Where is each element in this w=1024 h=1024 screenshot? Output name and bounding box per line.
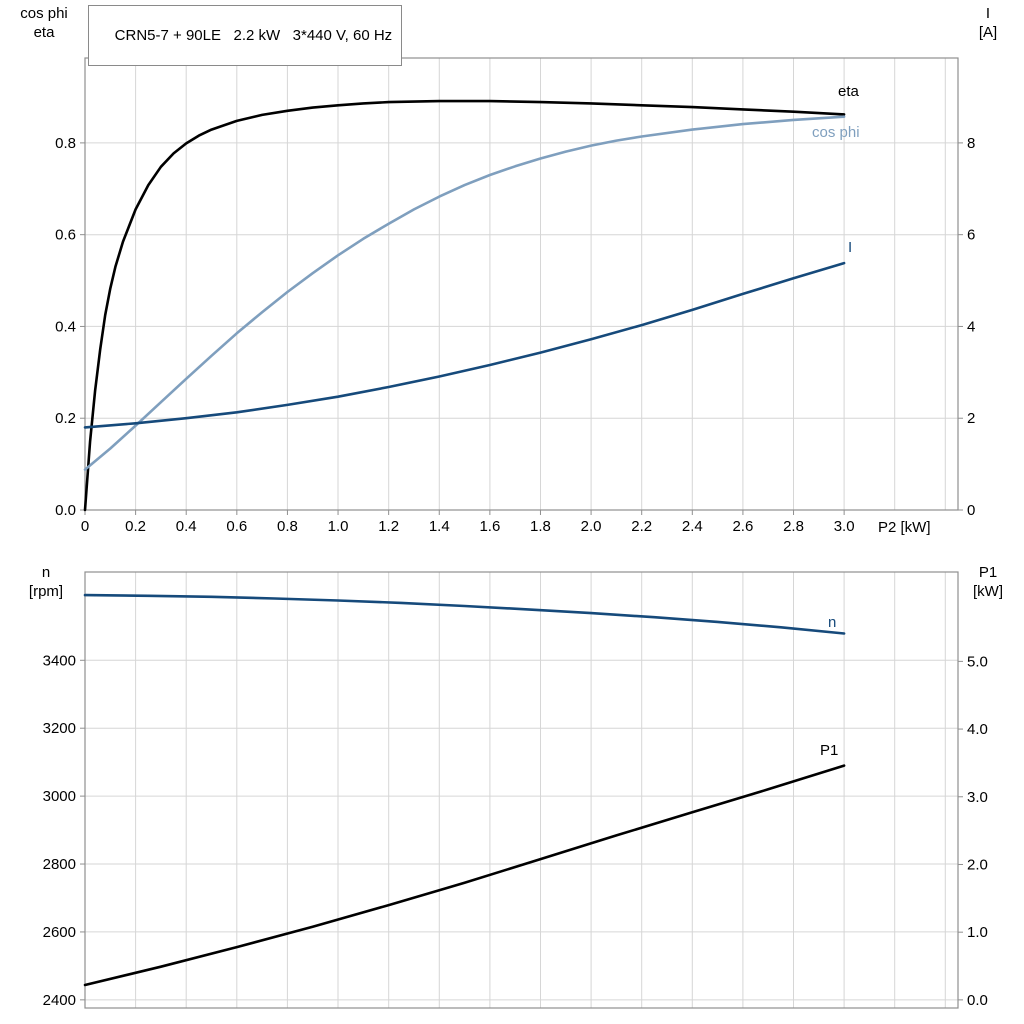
curve-current <box>83 261 846 429</box>
axis-title-cos-phi: cos phi <box>20 5 68 22</box>
y-right-tick-label: 2.0 <box>967 856 988 873</box>
curve-label-speed: n <box>828 614 836 631</box>
axis-title-current: I <box>985 5 991 22</box>
x-tick-label: 2.2 <box>631 518 652 535</box>
x-tick-label: 2.0 <box>581 518 602 535</box>
x-tick-label: 2.6 <box>732 518 753 535</box>
y-left-tick-label: 0.8 <box>55 135 76 152</box>
y-right-tick-label: 4 <box>967 318 975 335</box>
x-tick-label: 1.2 <box>378 518 399 535</box>
y-right-tick-label: 0.0 <box>967 992 988 1009</box>
x-tick-label: 1.8 <box>530 518 551 535</box>
x-tick-label: 2.4 <box>682 518 703 535</box>
y-right-tick-label: 0 <box>967 502 975 519</box>
curve-label-current: I <box>848 239 852 256</box>
curve-label-eta: eta <box>838 83 860 100</box>
curve-eta <box>83 99 846 512</box>
curve-speed <box>83 593 846 635</box>
y-right-tick-label: 5.0 <box>967 653 988 670</box>
y-left-tick-label: 2600 <box>43 924 76 941</box>
plot-frame <box>84 57 959 511</box>
axis-title-p1-unit: [kW] <box>973 583 1003 600</box>
x-tick-label: 1.4 <box>429 518 450 535</box>
y-right-tick-label: 1.0 <box>967 924 988 941</box>
top-left-axis-title: cos phi eta <box>6 4 82 42</box>
y-left-tick-label: 2400 <box>43 992 76 1009</box>
y-left-tick-label: 0.2 <box>55 410 76 427</box>
y-left-tick-label: 0.0 <box>55 502 76 519</box>
x-tick-label: 0.6 <box>226 518 247 535</box>
curve-label-p1: P1 <box>820 742 838 759</box>
x-tick-label: 2.8 <box>783 518 804 535</box>
x-tick-label: 1.6 <box>479 518 500 535</box>
y-right-tick-label: 8 <box>967 135 975 152</box>
curve-cos-phi <box>83 115 846 471</box>
chart-title: CRN5-7 + 90LE 2.2 kW 3*440 V, 60 Hz <box>114 27 393 44</box>
y-left-tick-label: 3200 <box>43 720 76 737</box>
y-left-tick-label: 3000 <box>43 788 76 805</box>
y-left-tick-label: 3400 <box>43 652 76 669</box>
curve-label-cos-phi: cos phi <box>812 124 860 141</box>
y-left-tick-label: 0.6 <box>55 227 76 244</box>
x-tick-label: 0.2 <box>125 518 146 535</box>
chart-title-box: CRN5-7 + 90LE 2.2 kW 3*440 V, 60 Hz <box>88 5 403 66</box>
axis-title-p1: P1 <box>978 564 998 581</box>
axis-title-speed-unit: [rpm] <box>28 583 64 600</box>
x-tick-label: 1.0 <box>328 518 349 535</box>
x-tick-label: 0.8 <box>277 518 298 535</box>
curve-p1 <box>83 764 846 987</box>
x-tick-label: 0 <box>81 518 89 535</box>
bottom-right-axis-title: P1 [kW] <box>958 563 1018 601</box>
y-right-tick-label: 6 <box>967 227 975 244</box>
y-right-tick-label: 2 <box>967 410 975 427</box>
y-right-tick-label: 3.0 <box>967 789 988 806</box>
y-left-tick-label: 0.4 <box>55 318 76 335</box>
x-axis-title: P2 [kW] <box>878 519 931 536</box>
x-tick-label: 0.4 <box>176 518 197 535</box>
y-left-tick-label: 2800 <box>43 856 76 873</box>
axis-title-speed: n <box>41 564 51 581</box>
top-right-axis-title: I [A] <box>958 4 1018 42</box>
plot-frame <box>84 571 959 1009</box>
axis-title-eta: eta <box>33 24 55 41</box>
x-tick-label: 3.0 <box>834 518 855 535</box>
y-right-tick-label: 4.0 <box>967 721 988 738</box>
axis-title-current-unit: [A] <box>978 24 998 41</box>
bottom-left-axis-title: n [rpm] <box>8 563 84 601</box>
